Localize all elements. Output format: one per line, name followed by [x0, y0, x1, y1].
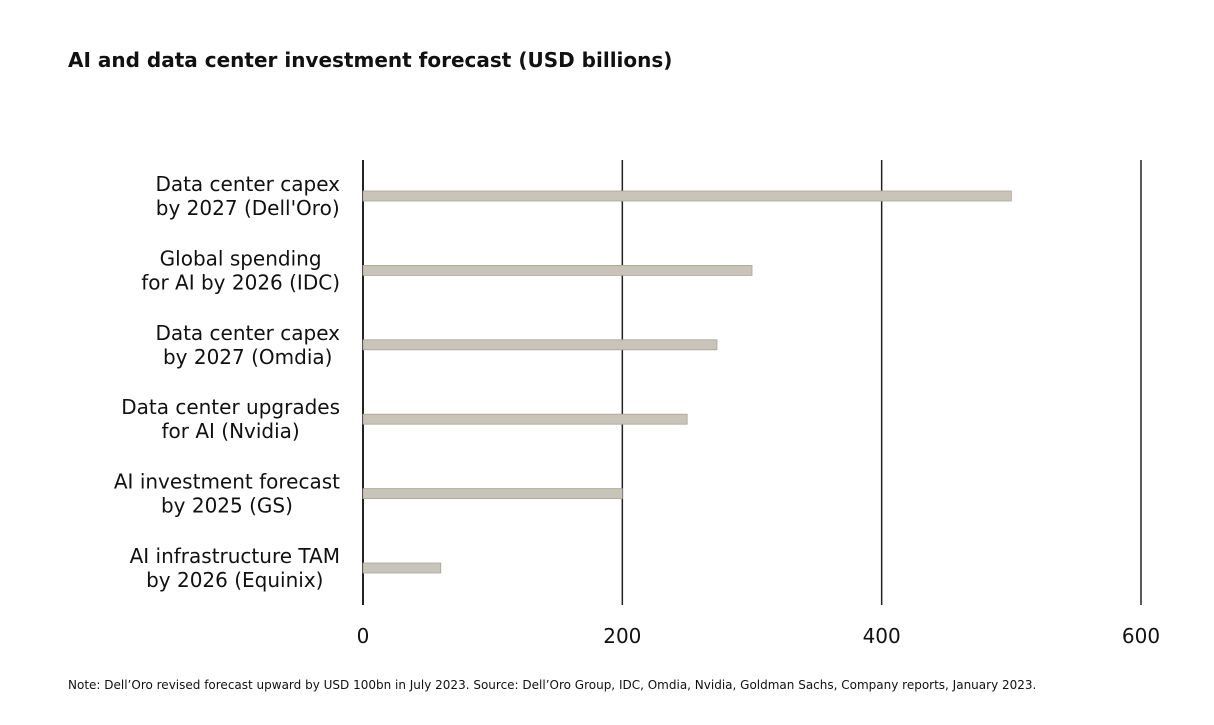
x-tick-label: 400	[863, 624, 901, 648]
bar	[362, 488, 623, 500]
bar-chart: Data center capex by 2027 (Dell'Oro)Globa…	[114, 160, 1160, 648]
category-label-line: AI infrastructure TAM	[130, 544, 340, 568]
category-label: AI infrastructure TAM by 2026 (Equinix)	[130, 544, 340, 592]
category-label-line: by 2025 (GS)	[161, 494, 293, 518]
category-label-line: by 2027 (Dell'Oro)	[156, 196, 340, 220]
bar	[362, 413, 688, 425]
bar	[362, 339, 718, 351]
x-tick-label: 600	[1122, 624, 1160, 648]
category-label: Data center capex by 2027 (Dell'Oro)	[155, 172, 340, 220]
bar	[362, 562, 442, 574]
source-note: Note: Dell’Oro revised forecast upward b…	[68, 678, 1037, 692]
category-label-line: Data center upgrades	[121, 395, 340, 419]
category-label: AI investment forecast by 2025 (GS)	[114, 470, 340, 518]
category-labels: Data center capex by 2027 (Dell'Oro)Globa…	[114, 172, 340, 592]
bar	[362, 264, 753, 276]
category-label-line: by 2026 (Equinix)	[146, 568, 323, 592]
category-label-line: by 2027 (Omdia)	[163, 345, 332, 369]
x-tick-label: 0	[357, 624, 370, 648]
category-label-line: Data center capex	[155, 172, 340, 196]
gridlines	[362, 160, 1142, 605]
category-label: Global spending for AI by 2026 (IDC)	[141, 246, 340, 294]
category-label-line: Global spending	[160, 246, 322, 270]
bar	[362, 190, 1012, 202]
category-label-line: Data center capex	[155, 321, 340, 345]
category-label: Data center capex by 2027 (Omdia)	[155, 321, 340, 369]
x-tick-label: 200	[603, 624, 641, 648]
bars	[362, 190, 1012, 574]
chart-title: AI and data center investment forecast (…	[68, 48, 673, 72]
category-label-line: for AI by 2026 (IDC)	[141, 270, 340, 294]
category-label-line: for AI (Nvidia)	[161, 419, 299, 443]
category-label: Data center upgrades for AI (Nvidia)	[121, 395, 340, 443]
category-label-line: AI investment forecast	[114, 470, 340, 494]
x-axis-tick-labels: 0 200 400 600	[357, 624, 1160, 648]
